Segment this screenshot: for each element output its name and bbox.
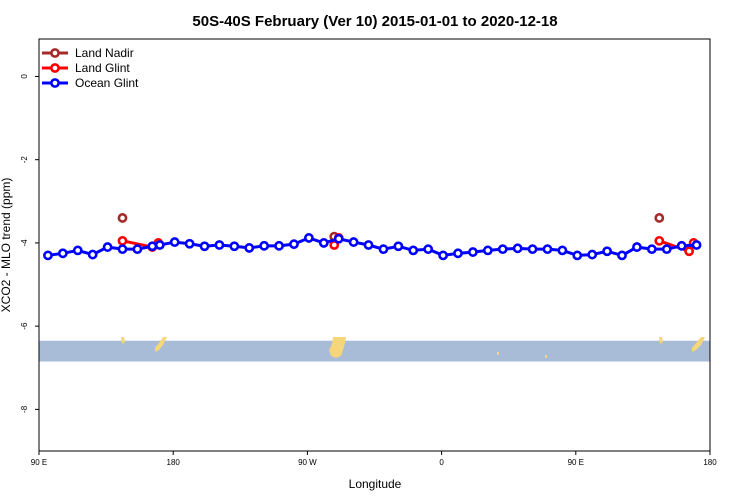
point-ocean-glint xyxy=(661,244,672,255)
point-ocean-glint xyxy=(117,244,128,255)
x-tick-label: 90 E xyxy=(568,458,584,467)
point-land-nadir xyxy=(117,213,128,223)
land-shape xyxy=(659,337,663,344)
x-tick-label: 0 xyxy=(439,458,444,467)
legend-marker xyxy=(50,63,60,73)
point-land-glint xyxy=(684,246,695,257)
ocean-band xyxy=(39,340,710,362)
chart-title: 50S-40S February (Ver 10) 2015-01-01 to … xyxy=(192,13,557,30)
point-ocean-glint xyxy=(587,249,598,260)
point-ocean-glint xyxy=(646,244,657,255)
point-ocean-glint xyxy=(184,238,195,249)
legend-label: Land Nadir xyxy=(75,46,134,60)
point-ocean-glint xyxy=(572,250,583,261)
point-ocean-glint xyxy=(154,240,165,250)
x-tick-label: 90 W xyxy=(298,458,317,467)
point-ocean-glint xyxy=(512,243,523,254)
series-ocean-glint xyxy=(43,233,702,261)
point-ocean-glint xyxy=(289,239,299,250)
point-ocean-glint xyxy=(438,250,448,261)
y-tick-label: -6 xyxy=(20,322,29,330)
land-shape xyxy=(545,355,547,358)
point-ocean-glint xyxy=(408,245,419,256)
point-ocean-glint xyxy=(348,237,359,247)
plot-frame xyxy=(38,38,711,452)
axis-layer: 90 E 180 90 W 0 90 E 180 0 -2 -4 -6 -8 xyxy=(20,74,717,467)
point-ocean-glint xyxy=(602,246,613,257)
point-ocean-glint xyxy=(632,242,642,252)
point-ocean-glint xyxy=(497,244,508,255)
map-band-layer xyxy=(39,337,710,362)
point-ocean-glint xyxy=(169,237,180,247)
point-ocean-glint xyxy=(274,240,284,251)
point-ocean-glint xyxy=(43,250,53,261)
point-ocean-glint xyxy=(333,233,344,244)
point-ocean-glint xyxy=(423,244,434,255)
land-shape xyxy=(329,337,346,358)
y-tick-label: -8 xyxy=(20,405,29,413)
point-ocean-glint xyxy=(244,243,255,253)
point-land-glint xyxy=(654,235,665,246)
legend-item-land-nadir: Land Nadir xyxy=(42,46,134,60)
y-tick-label: 0 xyxy=(20,74,29,79)
legend-label: Ocean Glint xyxy=(75,76,139,90)
point-ocean-glint xyxy=(132,244,143,255)
point-ocean-glint xyxy=(527,244,538,255)
point-ocean-glint xyxy=(102,242,113,252)
point-land-glint xyxy=(117,235,128,246)
point-ocean-glint xyxy=(393,241,404,252)
x-tick-label: 90 E xyxy=(31,458,47,467)
point-ocean-glint xyxy=(57,248,68,259)
y-tick-label: -4 xyxy=(20,239,29,247)
point-ocean-glint xyxy=(676,240,687,251)
point-ocean-glint xyxy=(72,245,83,256)
point-ocean-glint xyxy=(542,244,553,255)
y-tick-label: -2 xyxy=(20,156,29,164)
legend-item-ocean-glint: Ocean Glint xyxy=(42,76,139,90)
land-shape xyxy=(121,337,125,344)
point-ocean-glint xyxy=(199,241,210,252)
point-ocean-glint xyxy=(617,250,627,261)
legend-marker xyxy=(50,78,60,88)
land-shape xyxy=(155,337,167,352)
point-ocean-glint xyxy=(147,241,158,252)
point-ocean-glint xyxy=(691,240,702,250)
point-ocean-glint xyxy=(259,240,270,251)
series-layer xyxy=(43,213,702,261)
point-ocean-glint xyxy=(453,248,463,259)
point-ocean-glint xyxy=(482,245,493,256)
legend-marker xyxy=(50,48,60,58)
land-shape xyxy=(497,352,499,355)
x-tick-label: 180 xyxy=(167,458,181,467)
land-shape xyxy=(692,337,705,352)
legend-item-land-glint: Land Glint xyxy=(42,61,130,75)
point-ocean-glint xyxy=(468,247,478,257)
point-ocean-glint xyxy=(557,245,568,256)
series-land-nadir xyxy=(117,213,665,242)
x-tick-label: 180 xyxy=(703,458,717,467)
x-axis-label: Longitude xyxy=(349,477,402,491)
y-axis-label: XCO2 - MLO trend (ppm) xyxy=(0,178,13,313)
legend-label: Land Glint xyxy=(75,61,130,75)
point-ocean-glint xyxy=(363,240,374,250)
point-land-nadir xyxy=(654,213,665,223)
point-ocean-glint xyxy=(214,240,225,250)
point-ocean-glint xyxy=(378,244,389,255)
point-ocean-glint xyxy=(318,238,329,248)
point-ocean-glint xyxy=(303,233,314,243)
point-ocean-glint xyxy=(87,249,98,260)
point-ocean-glint xyxy=(229,241,240,252)
